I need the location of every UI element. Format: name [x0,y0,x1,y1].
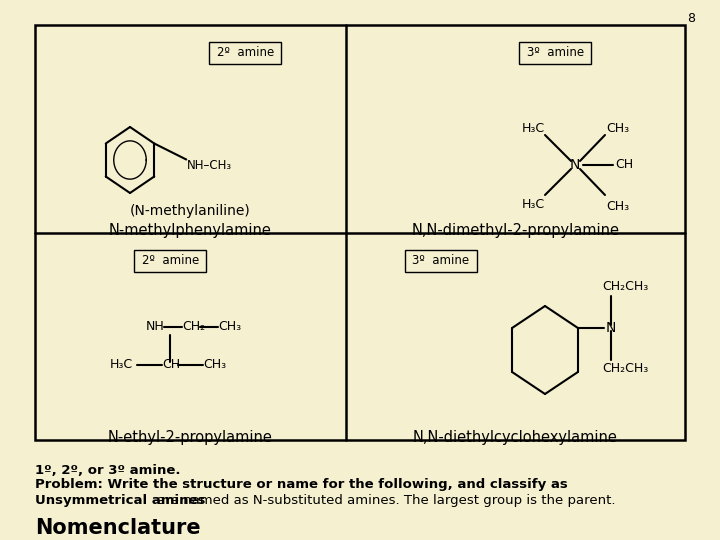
Text: are named as N-substituted amines. The largest group is the parent.: are named as N-substituted amines. The l… [153,494,616,507]
Text: Problem: Write the structure or name for the following, and classify as: Problem: Write the structure or name for… [35,478,568,491]
Text: CH₂: CH₂ [182,321,205,334]
Text: H₃C: H₃C [110,359,133,372]
Text: 3º  amine: 3º amine [412,254,469,267]
Text: NH–CH₃: NH–CH₃ [187,159,233,172]
Text: H₃C: H₃C [522,198,545,211]
Text: CH₃: CH₃ [606,122,629,134]
Text: CH₂CH₃: CH₂CH₃ [602,361,648,375]
Bar [519,42,591,64]
Text: N,N-dimethyl-2-propylamine: N,N-dimethyl-2-propylamine [411,222,619,238]
Text: CH: CH [615,159,633,172]
Bar [405,249,477,272]
Text: 3º  amine: 3º amine [527,46,584,59]
Text: 1º, 2º, or 3º amine.: 1º, 2º, or 3º amine. [35,464,181,477]
Text: H₃C: H₃C [522,122,545,134]
Text: 2º  amine: 2º amine [217,46,274,59]
Text: CH₃: CH₃ [218,321,241,334]
Bar [210,42,282,64]
Text: N,N-diethylcyclohexylamine: N,N-diethylcyclohexylamine [413,430,618,445]
Text: 2º  amine: 2º amine [142,254,199,267]
Text: N-ethyl-2-propylamine: N-ethyl-2-propylamine [108,430,273,445]
Text: N-methylphenylamine: N-methylphenylamine [109,222,271,238]
Text: Unsymmetrical amines: Unsymmetrical amines [35,494,205,507]
Text: (N-methylaniline): (N-methylaniline) [130,205,251,219]
Text: CH₃: CH₃ [606,199,629,213]
Text: CH₂CH₃: CH₂CH₃ [602,280,648,293]
Text: Nomenclature: Nomenclature [35,518,201,538]
Bar [135,249,207,272]
Text: N: N [570,158,580,172]
Bar [35,25,685,440]
Text: NH: NH [146,321,165,334]
Text: CH₃: CH₃ [203,359,226,372]
Text: N: N [606,321,616,335]
Text: CH: CH [162,359,180,372]
Text: 8: 8 [687,12,695,25]
